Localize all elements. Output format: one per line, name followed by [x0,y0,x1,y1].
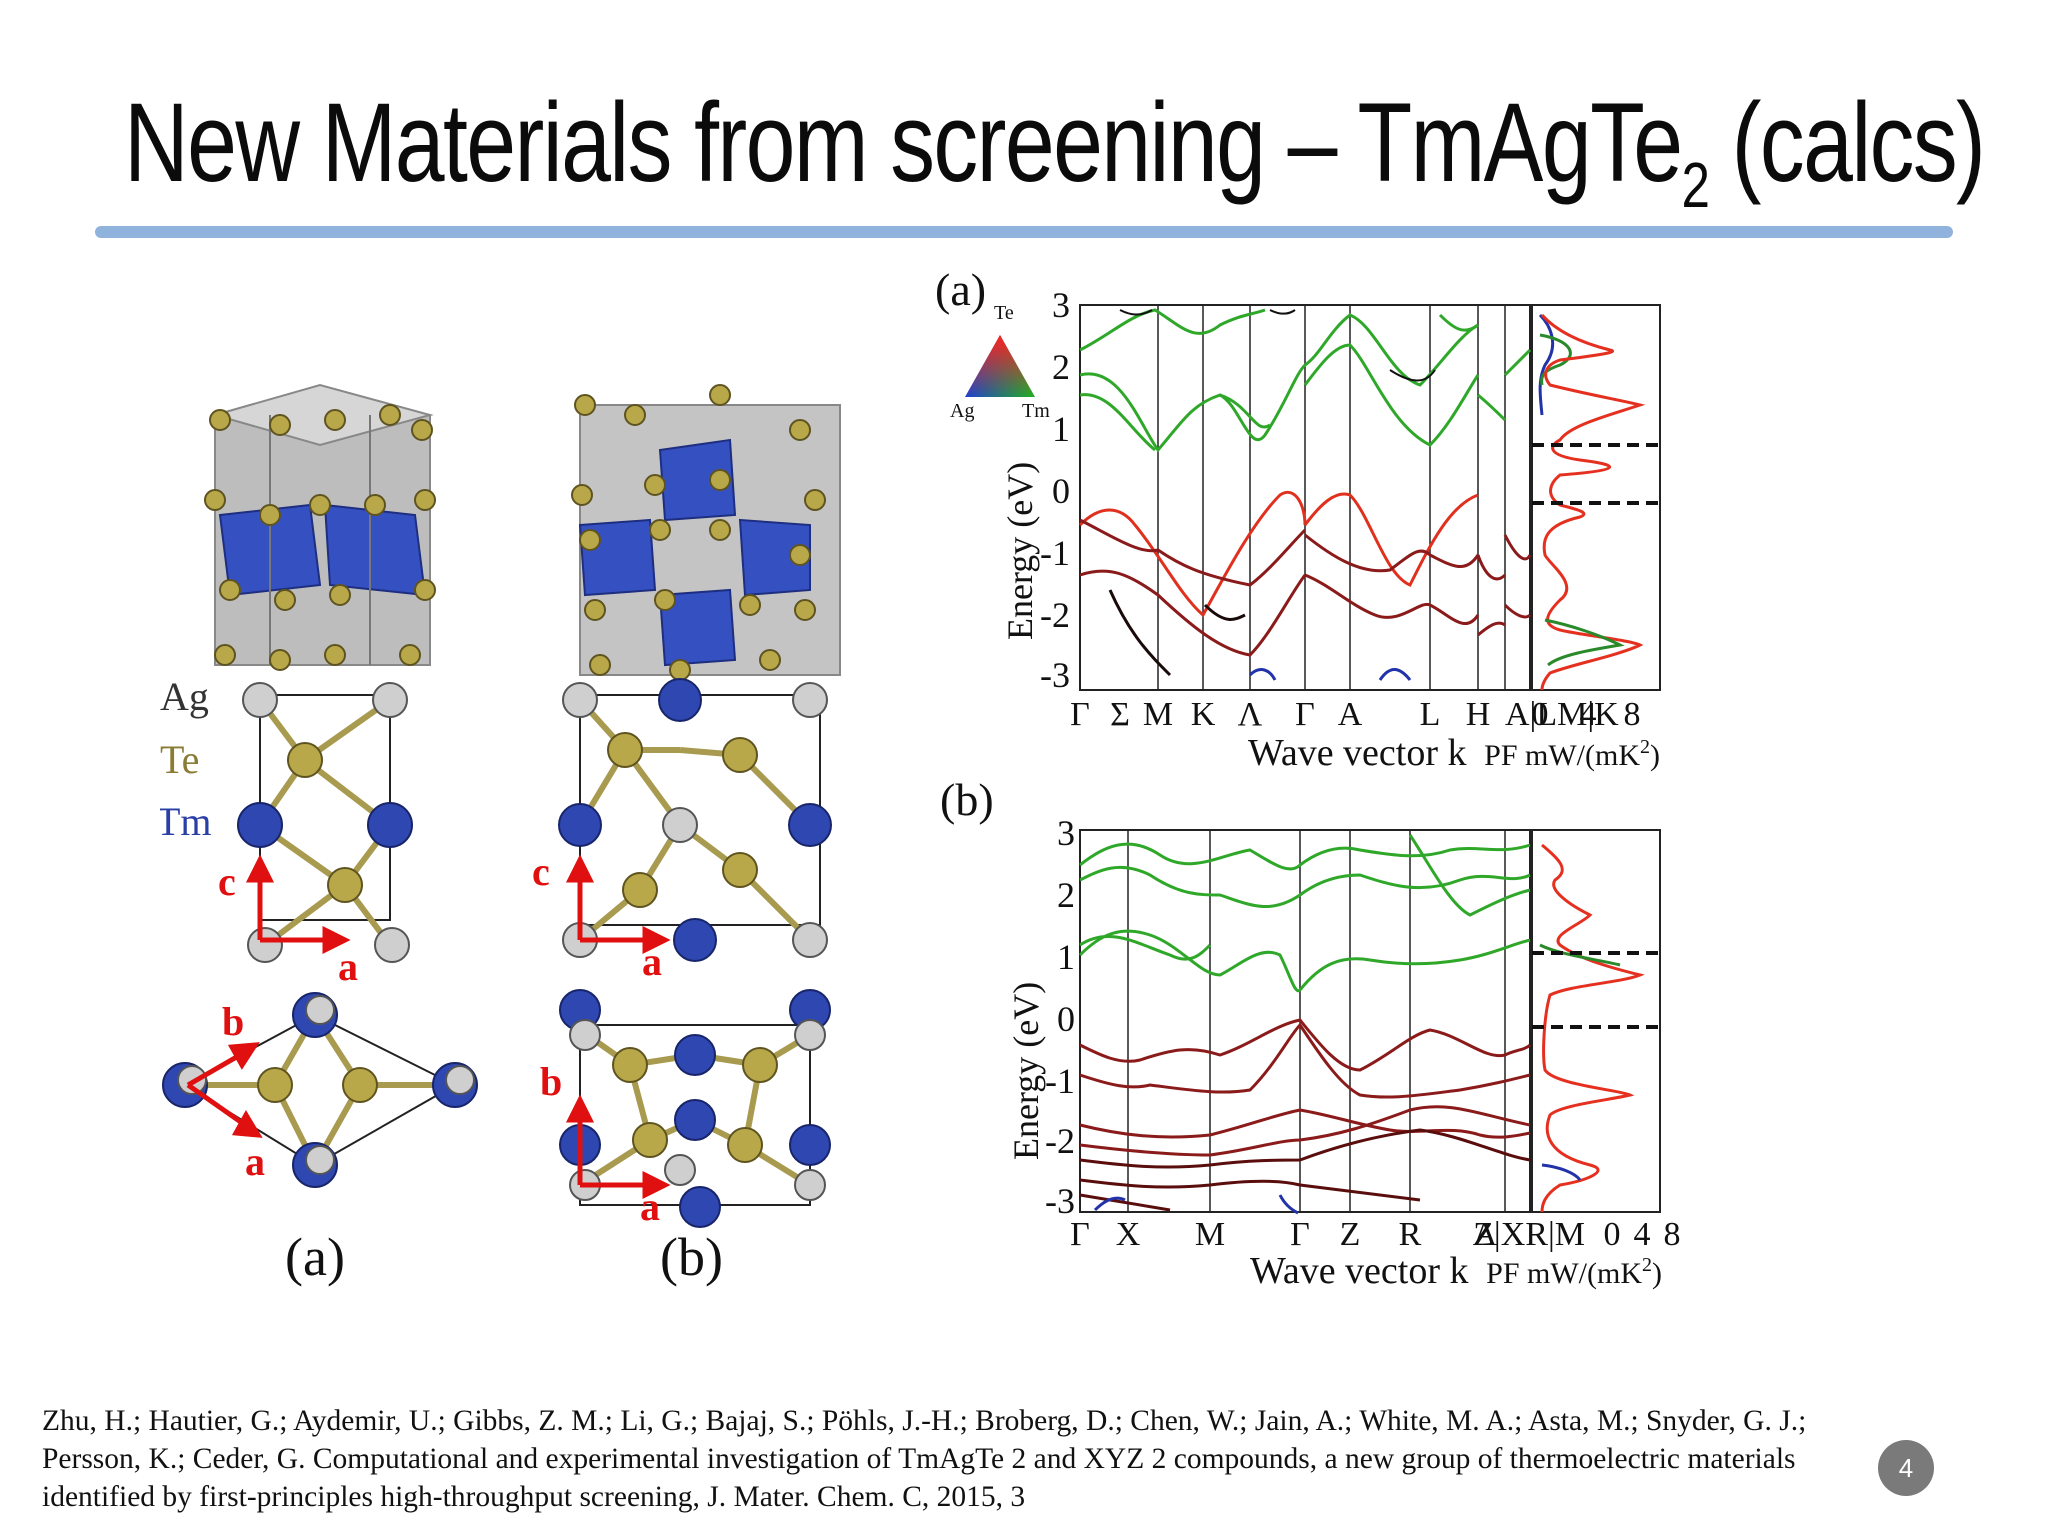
band-a-klabel: K [1191,696,1216,733]
pf-a-tick: 8 [1624,696,1641,733]
band-b-klabel: X [1116,1216,1141,1253]
legend-ag: Ag [160,674,209,719]
band-a-klabel: A|LM|K [1505,696,1619,733]
band-a-ytick: -2 [1040,595,1070,635]
citation-text: Zhu, H.; Hautier, G.; Aydemir, U.; Gibbs… [42,1405,1807,1513]
axis-label-b-b: b [540,1059,562,1104]
band-b-xlabel: Wave vector k [1250,1250,1469,1292]
pf-a-frame [1531,304,1661,691]
band-a-klabel: Γ [1070,696,1090,733]
pf-a-tick: 0 [1532,696,1549,733]
band-b-frame [1079,829,1531,1213]
orbital-triangle-legend: Te Ag Tm [950,302,1050,422]
band-a-klabel: A [1338,696,1363,733]
legend-tm: Tm [160,799,212,844]
band-b-klabel: Γ [1070,1216,1090,1253]
crystal-structure-figure: Ag Te Tm c a [160,383,841,1287]
panel-label-left-a: (a) [285,1227,345,1287]
structure-a-polyhedra [204,383,436,671]
structure-b-topview: b a [540,989,831,1229]
axis-label-a-b: a [642,939,662,984]
pf-b-tick: 0 [1604,1216,1621,1253]
band-a-dark-bands [1119,309,1436,382]
band-a-ytick: 3 [1052,285,1070,325]
structure-a-topview: b a [162,992,478,1188]
page-number-badge: 4 [1878,1440,1934,1496]
band-b-ytick: -2 [1045,1121,1075,1161]
pf-b-curves [1539,843,1645,1213]
band-panel-a-label: (a) [935,264,986,315]
band-b-klabel: A [1473,1216,1498,1253]
band-b-ytick: 2 [1057,875,1075,915]
pf-b-xlabel: PF mW/(mK2) [1486,1254,1662,1290]
band-a-ytick: 0 [1052,471,1070,511]
title-divider [95,226,1953,238]
triangle-te-label: Te [994,302,1014,324]
pf-b-frame [1531,829,1661,1213]
band-b-klabel: R [1399,1216,1422,1253]
band-a-klabel: L [1420,696,1441,733]
band-a-conduction [1079,308,1532,453]
pf-a-tick: 4 [1580,696,1597,733]
band-b-ytick: 1 [1057,937,1075,977]
band-b-klabel: Γ [1290,1216,1310,1253]
pf-b-tick: 8 [1664,1216,1681,1253]
band-structure-figure: (a) Te Ag Tm 3 2 1 0 -1 -2 -3 Energy (eV… [935,264,1681,1292]
band-b-klabel: M [1195,1216,1225,1253]
triangle-ag-label: Ag [950,400,974,422]
title-main: New Materials from screening – TmAgTe [124,80,1683,205]
title-subscript: 2 [1681,149,1710,221]
structure-b-cell: c a [532,678,832,984]
band-b-valence [1079,1018,1532,1215]
band-a-ytick: -1 [1040,533,1070,573]
pf-b-tick: 4 [1634,1216,1651,1253]
structure-a-cell: c a [218,682,413,989]
band-b-klabel: Z [1340,1216,1361,1253]
pf-a-xlabel: PF mW/(mK2) [1484,736,1660,772]
band-a-klabel: Γ [1295,696,1315,733]
axis-label-c-a: c [218,859,236,904]
band-b-ylabel: Energy (eV) [1006,982,1046,1160]
band-a-klabel: H [1466,696,1491,733]
axis-label-a-a: a [338,944,358,989]
band-a-ytick: 2 [1052,347,1070,387]
band-a-valence [1078,491,1532,681]
band-a-ytick: 1 [1052,409,1070,449]
band-b-klabel: Z|XR|M [1473,1216,1585,1253]
panel-label-left-b: (b) [660,1227,723,1287]
axis-label-b-a: b [222,999,244,1044]
band-a-ylabel: Energy (eV) [1000,462,1040,640]
band-b-ytick: -3 [1045,1181,1075,1221]
axis-label-a-a2: a [245,1139,265,1184]
band-panel-b-label: (b) [940,774,994,825]
structure-b-polyhedra [571,384,841,681]
band-a-xlabel: Wave vector k [1248,732,1467,774]
pf-a-curves [1538,313,1646,691]
slide-title: New Materials from screening – TmAgTe2 (… [124,78,1986,250]
band-a-klabel: Σ [1110,696,1130,733]
band-a-klabel: M [1143,696,1173,733]
band-b-ytick: 0 [1057,999,1075,1039]
band-a-kpoint-lines [1157,305,1506,690]
axis-label-c-b: c [532,849,550,894]
triangle-tm-label: Tm [1022,400,1050,422]
band-b-ytick: -1 [1045,1061,1075,1101]
band-b-conduction [1078,834,1531,993]
band-a-ytick: -3 [1040,655,1070,695]
band-a-klabel: Λ [1238,696,1263,733]
title-end: (calcs) [1708,80,1986,205]
band-b-ytick: 3 [1057,813,1075,853]
legend-te: Te [160,737,199,782]
axis-label-a-b2: a [640,1184,660,1229]
